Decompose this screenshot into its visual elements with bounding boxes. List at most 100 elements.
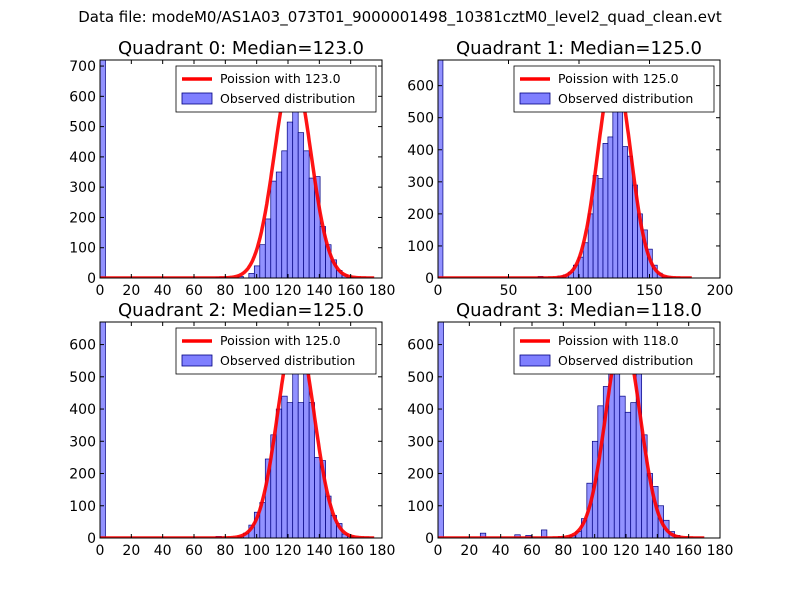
quadrant-3-legend: Poission with 118.0 Observed distribution [513, 327, 715, 375]
quadrant-0-xtick-label: 160 [337, 283, 364, 299]
quadrant-2-xtick-label: 60 [185, 543, 203, 559]
quadrant-0-hist-bar [286, 121, 294, 278]
quadrant-2-xtick-label: 80 [216, 543, 234, 559]
quadrant-1-hist-bar [622, 146, 628, 278]
quadrant-0-hist-bar [275, 171, 283, 278]
quadrant-1-xtick-label: 150 [636, 283, 663, 299]
quadrant-1-xtick-label: 0 [434, 283, 443, 299]
quadrant-1-hist-bar [438, 60, 444, 278]
quadrant-3-legend-hist-label: Observed distribution [558, 353, 693, 368]
quadrant-3-ytick-label: 300 [407, 434, 434, 450]
quadrant-2-xtick-label: 0 [96, 543, 105, 559]
quadrant-0-xtick-label: 180 [369, 283, 396, 299]
quadrant-0-legend-hist-swatch [181, 92, 213, 105]
quadrant-0-hist-bar [297, 132, 305, 278]
quadrant-2-legend-hist-label: Observed distribution [220, 353, 355, 368]
quadrant-2-legend-fit-label: Poission with 125.0 [220, 333, 341, 348]
quadrant-0-xtick-label: 80 [216, 283, 234, 299]
quadrant-0-ytick-label: 300 [69, 180, 96, 196]
quadrant-0-hist-bar [259, 244, 266, 278]
quadrant-3-xtick-label: 0 [434, 543, 443, 559]
quadrant-2-hist-bar [281, 395, 288, 538]
quadrant-3-xtick-label: 180 [707, 543, 734, 559]
quadrant-1-xtick-label: 200 [707, 283, 734, 299]
quadrant-0-legend-fit-label: Poission with 123.0 [220, 71, 341, 86]
quadrant-1-ytick-label: 0 [425, 271, 434, 287]
quadrant-3-ytick-label: 200 [407, 467, 434, 483]
quadrant-0-hist-bar [270, 180, 277, 278]
quadrant-0-xtick-label: 40 [154, 283, 172, 299]
quadrant-1-ytick-label: 200 [407, 207, 434, 223]
quadrant-1-plot-area [438, 60, 693, 278]
quadrant-2-plot: 0 20 40 60 80 100 120 140 160 180 0 100 200 300 400 500… [69, 300, 395, 559]
quadrant-3-xtick-label: 100 [581, 543, 608, 559]
quadrant-1-plot: 0 50 100 150 200 0 100 200 300 400 500 600 Quadrant … [407, 38, 733, 299]
quadrant-1-hist-bar [602, 143, 609, 278]
quadrant-2-hist-bar [100, 322, 106, 538]
quadrant-1-ytick-label: 400 [407, 143, 434, 159]
quadrant-1-hist-bar [607, 136, 614, 278]
quadrant-3-ytick-label: 100 [407, 499, 434, 515]
quadrant-3-hist-bar [479, 532, 487, 538]
quadrant-1-xtick-label: 50 [500, 283, 518, 299]
quadrant-1-hist-bar [617, 107, 624, 278]
quadrant-3-hist-bar [624, 411, 632, 538]
quadrant-0-ytick-label: 500 [69, 120, 96, 136]
quadrant-2-plot-area [100, 322, 376, 538]
quadrant-0-xtick-label: 20 [122, 283, 140, 299]
quadrant-2-title: Quadrant 2: Median=125.0 [118, 300, 364, 321]
quadrant-3-fit-curve [438, 333, 706, 538]
figure-title: Data file: modeM0/AS1A03_073T01_90000014… [78, 8, 722, 26]
quadrant-0-fit-curve [100, 67, 376, 278]
quadrant-1-xtick-label: 100 [566, 283, 593, 299]
quadrant-2-ytick-label: 300 [69, 434, 96, 450]
quadrant-1-ytick-label: 300 [407, 175, 434, 191]
quadrant-1-ytick-label: 600 [407, 79, 434, 95]
quadrant-2-ytick-label: 0 [87, 531, 96, 547]
quadrant-2-xtick-label: 40 [154, 543, 172, 559]
quadrant-3-hist-bar [438, 322, 444, 538]
quadrant-1-legend: Poission with 125.0 Observed distribution [513, 65, 715, 113]
quadrant-0-hist-bar [100, 60, 106, 278]
quadrant-0-xtick-label: 60 [185, 283, 203, 299]
quadrant-1-legend-hist-label: Observed distribution [558, 91, 693, 106]
quadrant-3-ytick-label: 0 [425, 531, 434, 547]
quadrant-0-legend: Poission with 123.0 Observed distribution [175, 65, 377, 113]
quadrant-2-hist-bar [314, 457, 321, 538]
quadrant-0-plot-area [100, 60, 376, 278]
quadrant-1-ytick-label: 100 [407, 239, 434, 255]
quadrant-0-frame [99, 59, 383, 279]
quadrant-2-xtick-label: 120 [275, 543, 302, 559]
quadrant-0-xtick-label: 140 [306, 283, 333, 299]
quadrant-2-xtick-label: 140 [306, 543, 333, 559]
quadrant-3-legend-hist-swatch [519, 354, 551, 367]
quadrant-0-ytick-label: 100 [69, 241, 96, 257]
quadrant-3-legend-fit-label: Poission with 118.0 [558, 333, 679, 348]
quadrant-0-hist-bar [264, 218, 272, 278]
quadrant-3-hist-bar [541, 529, 548, 538]
quadrant-3-xtick-label: 120 [613, 543, 640, 559]
quadrant-0-ytick-label: 600 [69, 89, 96, 105]
quadrant-3-xtick-label: 20 [460, 543, 478, 559]
quadrant-0-title: Quadrant 0: Median=123.0 [118, 38, 364, 59]
quadrant-3-ytick-label: 600 [407, 338, 434, 354]
quadrant-3-plot: 0 20 40 60 80 100 120 140 160 180 0 100 200 300 400 500… [407, 300, 733, 559]
quadrant-1-legend-fit-label: Poission with 125.0 [558, 71, 679, 86]
quadrant-2-legend-hist-swatch [181, 354, 213, 367]
quadrant-0-ytick-label: 0 [87, 271, 96, 287]
quadrant-1-fit-curve [438, 66, 693, 278]
quadrant-3-xtick-label: 80 [554, 543, 572, 559]
quadrant-1-ytick-label: 500 [407, 111, 434, 127]
quadrant-1-title: Quadrant 1: Median=125.0 [456, 38, 702, 59]
quadrant-2-hist-bar [292, 350, 299, 538]
quadrant-2-xtick-label: 20 [122, 543, 140, 559]
quadrant-0-hist-bar [281, 150, 288, 278]
quadrant-0-hist-bar [303, 150, 310, 278]
quadrant-3-frame [437, 321, 721, 539]
quadrant-3-plot-area [438, 322, 706, 538]
quadrant-2-fit-curve [100, 328, 376, 538]
quadrant-1-legend-hist-swatch [519, 92, 551, 105]
quadrant-3-ytick-label: 500 [407, 370, 434, 386]
quadrant-0-ytick-label: 400 [69, 150, 96, 166]
